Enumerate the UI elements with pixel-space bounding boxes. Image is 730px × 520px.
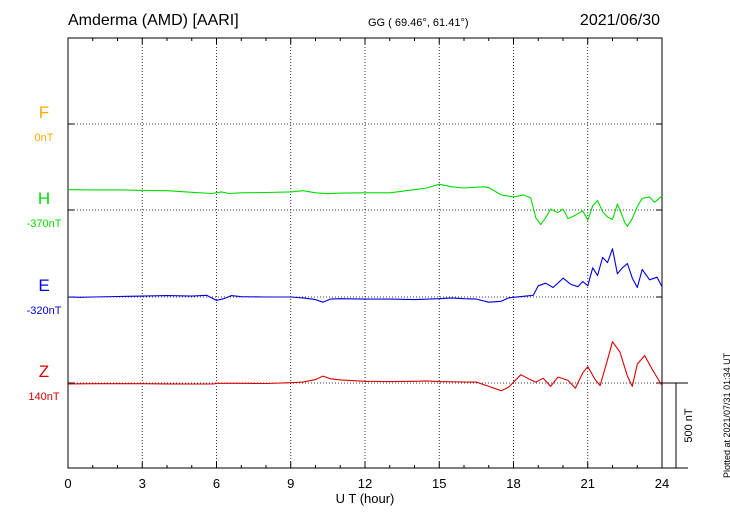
e-component-label: E: [38, 276, 49, 295]
f-component-label: F: [39, 103, 49, 122]
plotted-timestamp: Plotted at 2021/07/31 01:34 UT: [722, 352, 730, 478]
x-tick-label: 9: [287, 476, 294, 491]
e-trace: [67, 248, 663, 303]
h-trace: [67, 183, 663, 227]
x-tick-label: 24: [655, 476, 669, 491]
z-component-label: Z: [39, 362, 49, 381]
x-tick-label: 18: [506, 476, 520, 491]
x-tick-label: 21: [581, 476, 595, 491]
chart-date: 2021/06/30: [579, 12, 660, 29]
h-baseline-value: -370nT: [27, 218, 62, 230]
x-tick-label: 0: [64, 476, 71, 491]
x-tick-label: 12: [358, 476, 372, 491]
x-tick-label: 3: [139, 476, 146, 491]
scale-bar-label: 500 nT: [683, 408, 695, 443]
z-trace: [67, 341, 663, 392]
plot-frame: [67, 37, 663, 469]
x-tick-label: 15: [432, 476, 446, 491]
station-coordinates: GG ( 69.46°, 61.41°): [368, 17, 469, 29]
f-baseline-value: 0nT: [35, 132, 54, 144]
x-tick-label: 6: [213, 476, 220, 491]
z-baseline-value: 140nT: [28, 391, 59, 403]
x-axis-label: U T (hour): [336, 491, 395, 506]
h-component-label: H: [38, 189, 50, 208]
chart-title: Amderma (AMD) [AARI]: [68, 12, 239, 29]
e-baseline-value: -320nT: [27, 305, 62, 317]
